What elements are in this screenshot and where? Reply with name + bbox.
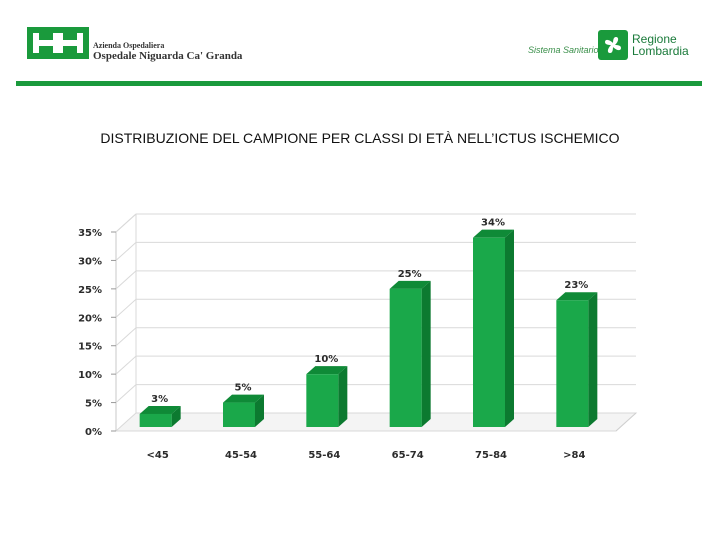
bar-side <box>255 394 264 427</box>
data-label: 3% <box>151 394 168 405</box>
floor-edge <box>615 412 637 432</box>
bar <box>556 300 589 427</box>
y-tick-label: 15% <box>78 342 102 353</box>
bar-side <box>588 292 598 427</box>
data-label: 25% <box>398 269 422 280</box>
y-tick-label: 20% <box>78 313 102 324</box>
gridline-side <box>115 213 137 233</box>
x-axis-ticks: <45 45-54 55-64 65-74 75-84 >84 <box>147 450 586 461</box>
bar-top <box>473 229 514 238</box>
chart-title: DISTRIBUZIONE DEL CAMPIONE PER CLASSI DI… <box>100 130 620 146</box>
x-tick-label: <45 <box>147 450 169 461</box>
header-divider <box>16 81 702 86</box>
gridline-side <box>115 355 137 375</box>
bar <box>139 413 172 427</box>
x-tick-label: 55-64 <box>308 450 340 461</box>
x-tick-label: 45-54 <box>225 450 257 461</box>
y-tick-label: 25% <box>78 285 102 296</box>
x-tick-label: 75-84 <box>475 450 507 461</box>
y-tick-label: 35% <box>78 228 102 239</box>
niguarda-logo-icon <box>27 27 89 59</box>
bar <box>473 237 505 427</box>
gridline-side <box>115 384 137 403</box>
y-axis-ticks: 0% 5% 10% 15% 20% 25% 30% 35% <box>78 228 102 438</box>
bar-side <box>171 405 181 427</box>
region-line-1: Regione <box>632 32 677 46</box>
bar-side <box>338 366 348 427</box>
region-name: Regione Lombardia <box>632 33 689 57</box>
org-name: Ospedale Niguarda Ca' Granda <box>93 50 243 62</box>
chart-bars: 3% 5% 10% 25% 34% 23% <box>139 218 598 427</box>
gridline-side <box>115 298 137 318</box>
bar <box>389 288 422 427</box>
gridline-side <box>115 270 137 290</box>
data-label: 5% <box>235 383 252 394</box>
bar-top <box>556 292 598 301</box>
data-label: 34% <box>481 218 505 229</box>
bar-side <box>505 229 514 427</box>
y-tick-label: 30% <box>78 256 102 267</box>
bar <box>306 374 339 427</box>
gridline-side <box>115 242 137 261</box>
data-label: 10% <box>314 354 338 365</box>
bar-top <box>223 394 264 403</box>
header: Azienda Ospedaliera Ospedale Niguarda Ca… <box>0 0 720 86</box>
x-tick-label: >84 <box>563 450 585 461</box>
bar-top <box>139 405 181 414</box>
y-tick-label: 10% <box>78 370 102 381</box>
region-line-2: Lombardia <box>632 44 689 58</box>
y-tick-label: 5% <box>85 399 102 410</box>
bar-top <box>389 280 431 289</box>
x-tick-label: 65-74 <box>392 450 424 461</box>
y-tick-label: 0% <box>85 427 102 438</box>
org-subtitle: Azienda Ospedaliera <box>93 41 165 50</box>
data-label: 23% <box>564 280 588 291</box>
system-label: Sistema Sanitario <box>528 45 599 55</box>
bar <box>223 402 255 427</box>
hospital-name-block: Azienda Ospedaliera Ospedale Niguarda Ca… <box>93 41 242 63</box>
lombardia-rose-icon <box>598 30 628 60</box>
bar-side <box>421 280 431 427</box>
bar-top <box>306 366 348 375</box>
gridline-side <box>115 327 137 347</box>
